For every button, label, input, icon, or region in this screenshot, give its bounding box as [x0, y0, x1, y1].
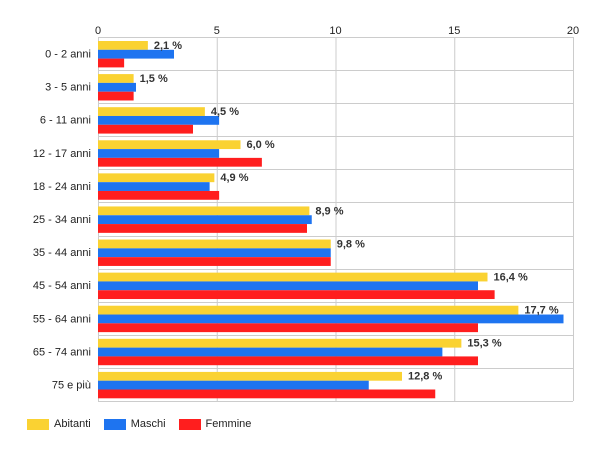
- bar-femmine-1: [98, 58, 125, 68]
- bar-maschi-9: [98, 314, 564, 324]
- bar-maschi-5: [98, 182, 210, 191]
- bar-maschi-8: [98, 281, 478, 291]
- y-tick-label: 75 e più: [52, 379, 91, 391]
- legend-label-maschi: Maschi: [130, 418, 166, 430]
- data-label: 6,0 %: [247, 139, 275, 151]
- legend-label-femmine: Femmine: [205, 418, 252, 430]
- bar-femmine-9: [98, 323, 478, 333]
- chart-plot: 0 5 10 15 20 0 - 2 anni 3 - 5 anni 6 - 11 anni 1…: [33, 25, 579, 402]
- data-label: 4,9 %: [220, 172, 248, 184]
- data-label: 8,9 %: [315, 205, 343, 217]
- x-tick-label: 15: [448, 25, 460, 37]
- x-tick-label: 20: [567, 25, 579, 37]
- bar-abitanti-8: [98, 272, 488, 282]
- x-tick-label: 0: [95, 25, 101, 37]
- y-tick-label: 0 - 2 anni: [45, 49, 91, 61]
- bar-femmine-5: [98, 190, 220, 200]
- y-tick-label: 65 - 74 anni: [33, 346, 91, 358]
- bar-abitanti-6: [98, 206, 310, 216]
- y-tick-label: 45 - 54 anni: [33, 280, 91, 292]
- data-label: 15,3 %: [467, 338, 501, 350]
- bar-femmine-7: [98, 257, 331, 266]
- legend-item-femmine[interactable]: Femmine: [178, 418, 252, 430]
- y-tick-label: 25 - 34 anni: [33, 214, 91, 226]
- x-tick-label: 10: [329, 25, 341, 37]
- legend-swatch-femmine: [178, 418, 201, 430]
- bar-maschi-6: [98, 215, 312, 225]
- data-label: 4,5 %: [211, 106, 239, 118]
- bar-maschi-3: [98, 115, 220, 125]
- bar-femmine-8: [98, 290, 495, 300]
- data-label: 16,4 %: [494, 271, 528, 283]
- x-tick-label: 5: [214, 25, 220, 37]
- bar-femmine-3: [98, 124, 193, 134]
- bar-maschi-2: [98, 82, 136, 92]
- bar-abitanti-10: [98, 338, 462, 348]
- legend-item-maschi[interactable]: Maschi: [103, 418, 166, 430]
- bar-abitanti-5: [98, 173, 215, 183]
- y-tick-label: 55 - 64 anni: [33, 313, 91, 325]
- data-label: 17,7 %: [524, 305, 558, 317]
- bar-maschi-10: [98, 347, 443, 357]
- bar-femmine-4: [98, 157, 262, 167]
- bar-abitanti-4: [98, 140, 241, 150]
- chart-legend: Abitanti Maschi Femmine: [27, 418, 264, 430]
- bar-femmine-11: [98, 389, 436, 399]
- data-label: 9,8 %: [337, 238, 365, 250]
- bar-abitanti-11: [98, 371, 402, 381]
- data-label: 2,1 %: [154, 40, 182, 52]
- bar-abitanti-3: [98, 107, 205, 116]
- bar-maschi-11: [98, 380, 369, 390]
- bar-maschi-1: [98, 49, 174, 59]
- legend-item-abitanti[interactable]: Abitanti: [27, 418, 91, 430]
- y-tick-label: 12 - 17 anni: [33, 148, 91, 160]
- y-tick-label: 6 - 11 anni: [40, 115, 91, 127]
- bar-abitanti-1: [98, 41, 148, 50]
- bar-abitanti-2: [98, 74, 134, 83]
- bar-femmine-10: [98, 356, 478, 366]
- data-label: 1,5 %: [140, 73, 168, 85]
- data-label: 12,8 %: [408, 371, 442, 383]
- bar-abitanti-9: [98, 305, 519, 315]
- y-tick-label: 3 - 5 anni: [45, 82, 91, 94]
- bar-femmine-6: [98, 224, 307, 233]
- legend-label-abitanti: Abitanti: [54, 418, 91, 430]
- y-tick-label: 35 - 44 anni: [33, 247, 91, 259]
- legend-swatch-abitanti: [27, 418, 49, 430]
- bar-abitanti-7: [98, 239, 331, 249]
- bar-maschi-4: [98, 149, 220, 158]
- legend-swatch-maschi: [103, 418, 126, 430]
- y-tick-label: 18 - 24 anni: [33, 181, 91, 193]
- bar-maschi-7: [98, 248, 331, 258]
- bar-femmine-2: [98, 91, 134, 101]
